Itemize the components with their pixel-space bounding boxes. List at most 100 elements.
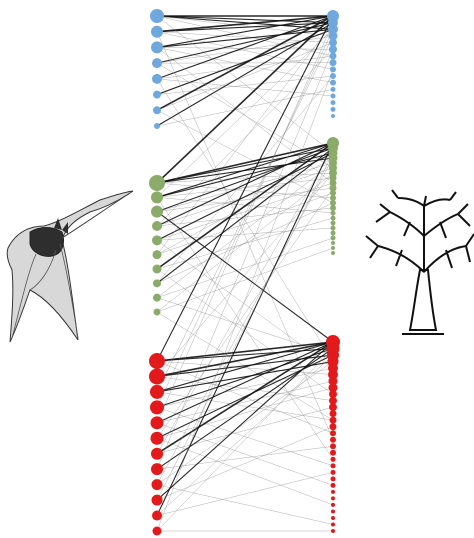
interaction-link	[156, 15, 334, 48]
bat-node	[152, 58, 162, 69]
interaction-link	[156, 172, 334, 184]
bat-node	[151, 41, 163, 54]
plant-node	[331, 529, 335, 533]
bat-node	[152, 235, 162, 246]
interaction-link	[156, 22, 334, 64]
bat-node	[149, 368, 165, 385]
plant-node	[329, 416, 337, 424]
bat-node	[152, 526, 162, 536]
interaction-link	[156, 237, 334, 298]
bat-node	[149, 175, 165, 191]
plant-node	[330, 430, 336, 437]
bat-node	[149, 353, 165, 369]
interaction-link	[156, 31, 334, 440]
interaction-link	[156, 484, 334, 525]
plant-node	[330, 66, 336, 73]
plant-node	[331, 522, 335, 527]
interaction-link	[156, 192, 334, 255]
interaction-link	[156, 240, 334, 369]
interaction-link	[156, 15, 334, 80]
plant-node	[330, 190, 336, 196]
plant-node	[328, 24, 338, 35]
interaction-link	[156, 22, 334, 127]
plant-node	[328, 383, 338, 393]
plant-node	[331, 489, 335, 494]
interaction-link	[156, 182, 334, 199]
bat-node	[152, 510, 162, 521]
plant-node	[329, 390, 337, 399]
plant-node	[328, 376, 338, 386]
interaction-link	[156, 15, 334, 184]
plant-node	[329, 52, 337, 60]
interaction-link	[156, 55, 334, 80]
plant-node	[330, 476, 336, 482]
interaction-link	[156, 142, 334, 227]
plant-node	[329, 174, 337, 182]
interaction-link	[156, 147, 334, 284]
bat-node	[151, 463, 163, 476]
interaction-link	[156, 62, 334, 169]
interaction-link	[156, 147, 334, 184]
interaction-link	[156, 47, 334, 83]
bat-node	[151, 447, 163, 460]
interaction-link	[156, 142, 334, 184]
interaction-link	[156, 182, 334, 241]
interaction-link	[156, 426, 334, 501]
plant-node	[330, 235, 336, 241]
plant-node	[329, 179, 337, 187]
interaction-link	[156, 69, 334, 532]
plant-node	[331, 241, 335, 245]
plant-node	[330, 73, 336, 79]
bat-node	[152, 250, 162, 260]
bat-node	[150, 384, 164, 399]
interaction-link	[156, 341, 334, 424]
interaction-link	[156, 172, 334, 313]
plant-node	[330, 79, 336, 86]
interaction-link	[156, 162, 334, 298]
plant-node	[331, 515, 335, 520]
interaction-link	[156, 422, 334, 486]
interaction-link	[156, 15, 334, 33]
plant-node	[329, 403, 337, 412]
interaction-link	[156, 380, 334, 424]
interaction-link	[156, 361, 334, 393]
interaction-link	[156, 247, 334, 313]
plant-node	[331, 496, 335, 501]
interaction-link	[156, 406, 334, 454]
plant-node	[330, 100, 336, 106]
interaction-link	[156, 341, 334, 378]
bat-node	[150, 431, 164, 445]
plant-node	[331, 509, 335, 514]
bat-node	[153, 106, 161, 115]
interaction-link	[156, 31, 334, 43]
bat-node	[153, 279, 161, 288]
interaction-link	[156, 89, 334, 127]
interaction-link	[156, 49, 334, 470]
plant-node	[330, 443, 336, 450]
interaction-link	[156, 49, 334, 227]
plant-node	[330, 482, 336, 488]
interaction-link	[156, 152, 334, 501]
interaction-link	[156, 367, 334, 408]
plant-node	[330, 463, 336, 469]
interaction-link	[156, 15, 334, 154]
bat-nodes	[149, 9, 165, 536]
bat-node	[150, 416, 164, 430]
plant-node	[329, 59, 337, 67]
interaction-link	[156, 110, 334, 204]
tree-illustration-icon	[365, 189, 474, 335]
interaction-link	[156, 29, 334, 198]
interaction-link	[156, 142, 334, 270]
plant-node	[330, 449, 336, 456]
bat-node	[151, 191, 163, 204]
plant-node	[329, 396, 337, 405]
interaction-link	[156, 341, 334, 362]
interaction-link	[156, 187, 334, 212]
interaction-link	[156, 22, 334, 33]
interaction-link	[156, 47, 334, 50]
interaction-link	[156, 472, 334, 516]
plant-node	[330, 230, 336, 236]
plant-node	[328, 31, 338, 41]
bat-node	[153, 293, 161, 302]
